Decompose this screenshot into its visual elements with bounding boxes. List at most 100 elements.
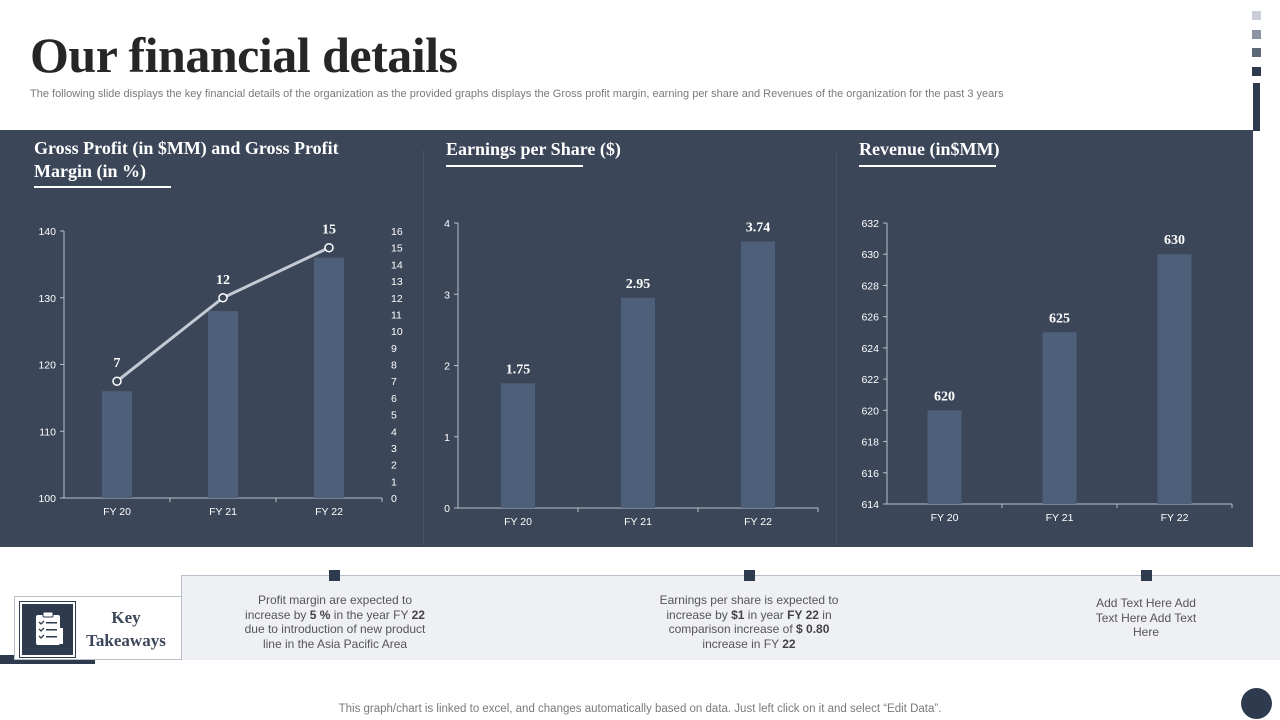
- chart-title-underline: [446, 165, 583, 167]
- chart-title-eps: Earnings per Share ($): [446, 138, 621, 161]
- chart-title-line: Revenue (in$MM): [859, 139, 1000, 159]
- x-tick-label: FY 20: [504, 516, 532, 528]
- y-tick-label: 4: [444, 218, 450, 230]
- bar: [741, 241, 775, 508]
- decor-square: [1252, 30, 1261, 39]
- chart-title-gross-profit: Gross Profit (in $MM) and Gross Profit M…: [34, 137, 339, 183]
- panel-divider: [836, 150, 837, 545]
- takeaway-marker: [329, 570, 340, 581]
- y2-tick-label: 12: [391, 293, 403, 305]
- y2-tick-label: 9: [391, 343, 397, 355]
- bar: [102, 391, 132, 498]
- takeaways-label: Key Takeaways: [86, 608, 166, 650]
- decor-square: [1252, 67, 1261, 76]
- margin-point: [324, 242, 334, 253]
- footer-note: This graph/chart is linked to excel, and…: [338, 703, 942, 715]
- y-tick-label: 3: [444, 289, 450, 301]
- y2-tick-label: 1: [391, 476, 397, 488]
- margin-label: 7: [114, 356, 121, 371]
- data-label: 1.75: [506, 362, 531, 377]
- y-tick-label: 140: [38, 226, 56, 238]
- y-tick-label: 624: [861, 343, 879, 355]
- bar: [927, 410, 962, 504]
- slide-subtitle: The following slide displays the key fin…: [30, 88, 1004, 100]
- takeaway-fragment: in the year FY: [330, 607, 412, 622]
- y-tick-label: 0: [444, 503, 450, 515]
- bar: [208, 311, 238, 498]
- y-tick-label: 110: [39, 426, 56, 438]
- y-tick-label: 632: [861, 218, 879, 230]
- y2-tick-label: 14: [391, 259, 403, 271]
- x-tick-label: FY 21: [209, 506, 237, 518]
- bar: [501, 383, 535, 508]
- y2-tick-label: 10: [391, 326, 403, 338]
- bar: [1042, 332, 1077, 504]
- y-tick-label: 620: [861, 405, 879, 417]
- takeaway-fragment: Earnings per share is expected to increa…: [659, 593, 839, 622]
- y-tick-label: 100: [38, 493, 56, 505]
- takeaway-emphasis: $1: [731, 607, 745, 622]
- y-tick-label: 618: [861, 437, 879, 449]
- bar: [621, 297, 655, 508]
- panel-divider: [423, 150, 424, 545]
- margin-point: [218, 293, 228, 303]
- takeaway-fragment: due to introduction of new product line …: [244, 622, 426, 651]
- takeaway-emphasis: $ 0.80: [796, 622, 830, 636]
- y-tick-label: 2: [444, 361, 450, 373]
- y-tick-label: 622: [861, 374, 879, 386]
- y-tick-label: 1: [444, 432, 450, 444]
- x-tick-label: FY 21: [624, 516, 652, 528]
- y-tick-label: 130: [38, 293, 56, 305]
- data-label: 2.95: [626, 277, 651, 292]
- y2-tick-label: 11: [391, 309, 402, 321]
- chart-title-underline: [859, 165, 996, 167]
- takeaway-marker: [1141, 570, 1152, 581]
- x-tick-label: FY 21: [1046, 512, 1074, 524]
- takeaway-emphasis: 22: [411, 607, 425, 622]
- data-label: 3.74: [746, 221, 771, 236]
- decor-bar: [1253, 83, 1260, 131]
- y2-tick-label: 7: [391, 376, 397, 388]
- x-tick-label: FY 22: [744, 516, 772, 528]
- margin-label: 15: [322, 223, 336, 238]
- y-tick-label: 626: [861, 312, 879, 324]
- takeaway-emphasis: FY 22: [787, 607, 819, 622]
- takeaway-fragment: in year: [744, 607, 788, 622]
- y2-tick-label: 6: [391, 393, 397, 405]
- chart-title-line: Earnings per Share ($): [446, 139, 621, 159]
- takeaway-emphasis: 5 %: [309, 607, 331, 622]
- margin-point: [112, 376, 122, 386]
- takeaway-fragment: Profit margin are expected to increase b…: [245, 593, 413, 622]
- takeaway-emphasis: 22: [782, 636, 796, 651]
- y2-tick-label: 2: [391, 460, 397, 472]
- chart-title-line: Gross Profit (in $MM) and Gross Profit: [34, 138, 339, 158]
- y-tick-label: 630: [861, 249, 879, 261]
- x-tick-label: FY 22: [315, 506, 343, 518]
- margin-label: 12: [216, 273, 230, 288]
- data-label: 630: [1164, 233, 1185, 248]
- takeaway-text-profit: Profit margin are expected to increase b…: [235, 593, 435, 651]
- y2-tick-label: 3: [391, 443, 397, 455]
- y2-tick-label: 13: [391, 276, 403, 288]
- chart-title-underline: [34, 186, 171, 188]
- y-tick-label: 120: [38, 360, 56, 372]
- takeaway-fragment: Add Text Here Add Text Here Add Text Her…: [1095, 596, 1197, 639]
- bar: [314, 257, 344, 498]
- chart-title-line: Margin (in %): [34, 161, 146, 181]
- slide-title: Our financial details: [30, 27, 458, 83]
- data-label: 620: [934, 389, 955, 404]
- y2-tick-label: 8: [391, 360, 397, 372]
- x-tick-label: FY 20: [103, 506, 131, 518]
- decor-square: [1252, 48, 1261, 57]
- x-tick-label: FY 22: [1161, 512, 1189, 524]
- y2-tick-label: 15: [391, 243, 403, 255]
- takeaway-fragment: in comparison increase of: [668, 607, 832, 637]
- takeaway-text-eps: Earnings per share is expected to increa…: [649, 593, 849, 651]
- y-tick-label: 614: [861, 499, 879, 511]
- y2-tick-label: 16: [391, 226, 403, 238]
- clipboard-checklist-icon: [19, 601, 76, 658]
- chart-title-revenue: Revenue (in$MM): [859, 138, 999, 161]
- takeaway-marker: [744, 570, 755, 581]
- bar: [1157, 254, 1192, 504]
